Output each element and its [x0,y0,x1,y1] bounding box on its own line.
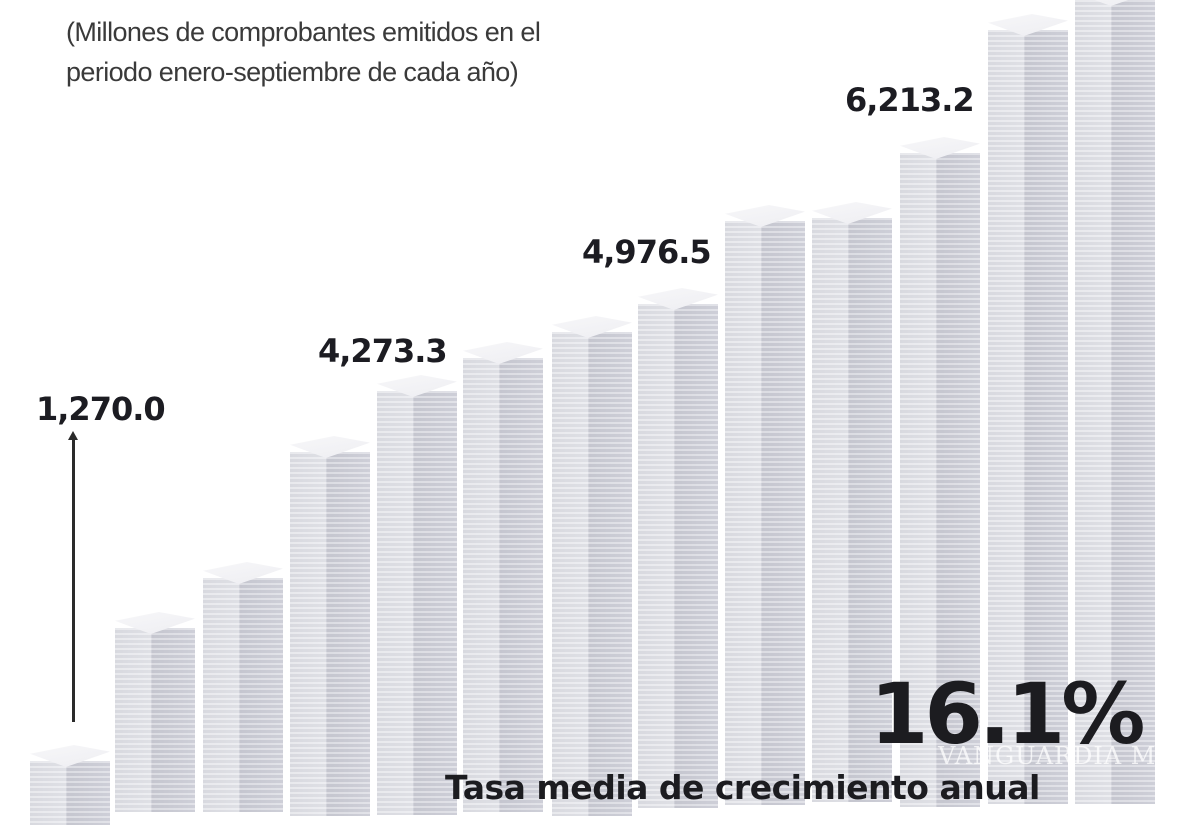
bar-6 [463,342,543,812]
bar-13 [1075,0,1155,804]
bar-11-value-label: 6,213.2 [845,81,975,119]
arrow-icon [68,431,78,722]
bar-7 [552,316,632,816]
subtitle-line-1: (Millones de comprobantes emitidos en el [66,17,541,47]
watermark: VANGUARDIA M [938,742,1157,770]
bar-11 [900,137,980,807]
chart-subtitle: (Millones de comprobantes emitidos en el… [66,12,541,92]
bar-1 [30,745,110,825]
bar-12 [988,14,1068,804]
growth-rate-value: 16.1% [870,665,1145,763]
bar-8 [638,288,718,808]
bar-3 [203,562,283,812]
bar-2 [115,612,195,812]
bar-9 [725,205,805,805]
growth-rate-caption: Tasa media de crecimiento anual [445,768,1040,807]
subtitle-line-2: periodo enero-septiembre de cada año) [66,57,519,87]
bar-5 [377,375,457,815]
bar-1-value-label: 1,270.0 [36,390,166,428]
bar-10 [812,202,892,802]
bar-4 [290,436,370,816]
bar-8-value-label: 4,976.5 [582,233,712,271]
bar-5-value-label: 4,273.3 [318,332,448,370]
